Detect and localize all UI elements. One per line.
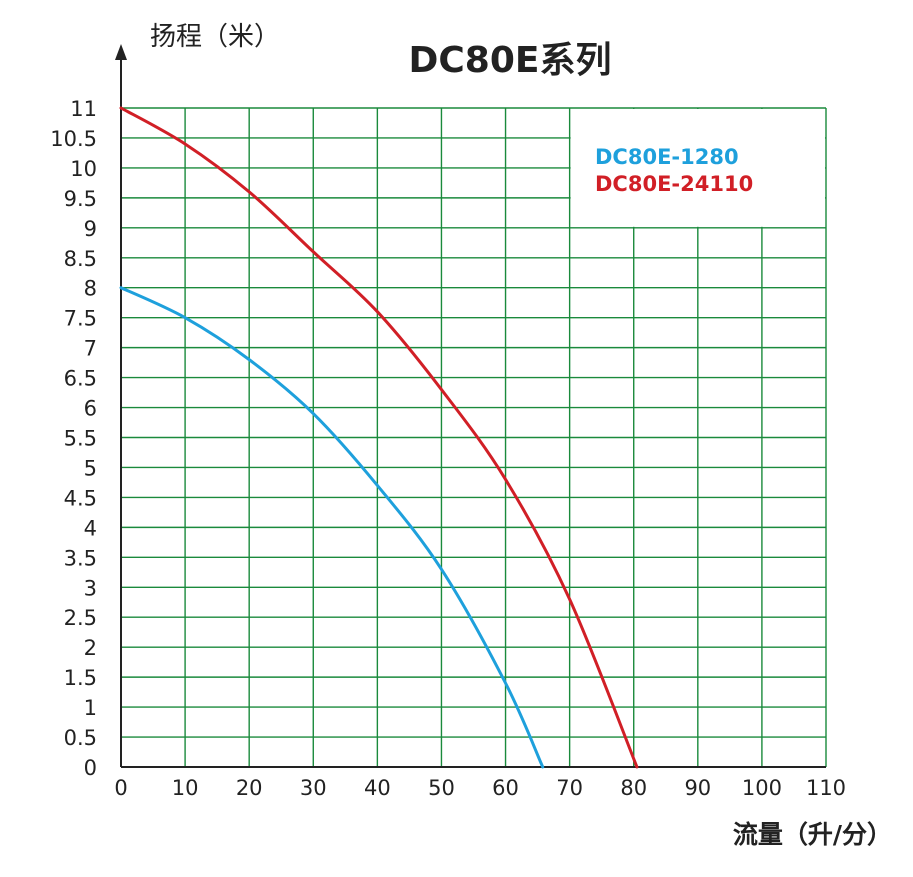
y-tick-label: 2.5 (64, 606, 97, 630)
x-tick-label: 60 (492, 776, 519, 800)
series-line-dc80e-1280 (119, 286, 545, 769)
y-tick-label: 4 (84, 516, 97, 540)
y-tick-labels: 0 0.5 1 1.5 2 2.5 3 3.5 4 4.5 5 5.5 6 6.5 7 7.5 8 8.5 9 9.5… (50, 97, 97, 780)
y-tick-label: 2 (84, 636, 97, 660)
y-tick-label: 4.5 (64, 486, 97, 510)
x-tick-label: 110 (806, 776, 846, 800)
y-tick-label: 10 (70, 157, 97, 181)
series-line-dc80e-24110 (119, 106, 639, 769)
y-tick-label: 9.5 (64, 187, 97, 211)
y-tick-label: 7.5 (64, 307, 97, 331)
y-tick-label: 3 (84, 576, 97, 600)
y-tick-label: 1 (84, 696, 97, 720)
chart-title: DC80E系列 (409, 40, 612, 81)
y-tick-label: 0.5 (64, 726, 97, 750)
y-tick-label: 10.5 (50, 127, 97, 151)
x-tick-label: 40 (364, 776, 391, 800)
y-tick-label: 5.5 (64, 427, 97, 451)
y-axis-label: 扬程（米） (150, 22, 280, 52)
x-tick-label: 90 (684, 776, 711, 800)
y-tick-label: 8.5 (64, 247, 97, 271)
legend-entry-dc80e-1280: DC80E-1280 (595, 145, 739, 169)
x-tick-label: 70 (556, 776, 583, 800)
x-tick-label: 80 (620, 776, 647, 800)
y-tick-label: 9 (84, 217, 97, 241)
y-tick-label: 11 (70, 97, 97, 121)
y-axis-arrow (115, 44, 127, 60)
curves (119, 106, 639, 769)
x-axis-label: 流量（升/分） (733, 820, 892, 849)
x-tick-label: 10 (172, 776, 199, 800)
x-tick-label: 30 (300, 776, 327, 800)
y-tick-label: 7 (84, 337, 97, 361)
x-tick-label: 0 (114, 776, 127, 800)
x-tick-labels: 0 10 20 30 40 50 60 70 80 90 100 110 (114, 776, 846, 800)
legend-entry-dc80e-24110: DC80E-24110 (595, 172, 753, 196)
legend-box (570, 109, 825, 227)
y-tick-label: 5 (84, 456, 97, 480)
x-tick-label: 50 (428, 776, 455, 800)
y-tick-label: 8 (84, 277, 97, 301)
x-tick-label: 20 (236, 776, 263, 800)
y-tick-label: 1.5 (64, 666, 97, 690)
x-tick-label: 100 (742, 776, 782, 800)
y-tick-label: 6.5 (64, 367, 97, 391)
y-tick-label: 3.5 (64, 546, 97, 570)
axes (115, 44, 826, 768)
y-tick-label: 6 (84, 397, 97, 421)
y-tick-label: 0 (84, 756, 97, 780)
